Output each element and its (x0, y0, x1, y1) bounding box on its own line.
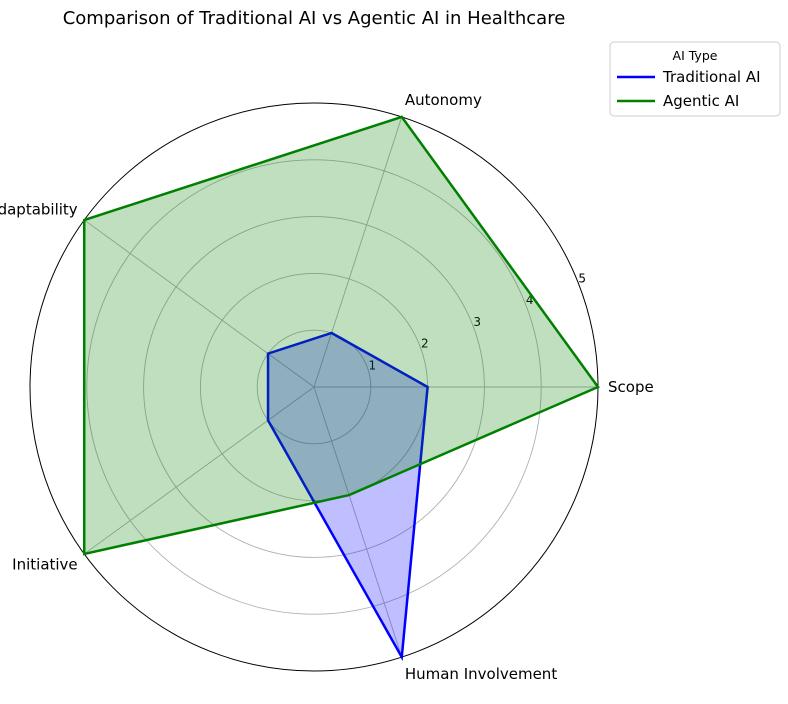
spoke-human-involvement (313, 386, 403, 658)
axis-label-autonomy: Autonomy (405, 91, 482, 109)
legend-title: AI Type (673, 48, 718, 63)
legend-label-traditional-ai: Traditional AI (662, 68, 761, 86)
spoke-autonomy (313, 116, 403, 388)
series-fill-agentic-ai (84, 116, 599, 554)
axis-label-human-involvement: Human Involvement (405, 665, 557, 683)
series-layer (82, 115, 600, 662)
axis-label-initiative: Initiative (12, 556, 78, 574)
radial-grid: 1 2 3 4 5 (29, 102, 599, 672)
legend-label-agentic-ai: Agentic AI (663, 92, 739, 110)
legend-box (609, 41, 781, 117)
series-line-agentic-ai (82, 115, 600, 556)
r-tick-label-1: 1 (368, 358, 376, 372)
r-tick-label-2: 2 (421, 337, 429, 351)
axis-labels: Scope Autonomy Adaptability Initiative Human… (0, 91, 654, 683)
r-tick-label-3: 3 (473, 315, 481, 329)
legend: AI Type Traditional AI Agentic AI (609, 41, 781, 117)
axis-label-adaptability: Adaptability (0, 200, 78, 218)
series-line-traditional-ai (266, 331, 429, 662)
spoke-initiative (83, 386, 315, 555)
axis-label-scope: Scope (608, 378, 654, 396)
r-tick-label-4: 4 (526, 293, 534, 307)
r-tick-label-5: 5 (578, 271, 586, 285)
spoke-adaptability (83, 219, 315, 388)
chart-title: Comparison of Traditional AI vs Agentic … (63, 8, 566, 29)
